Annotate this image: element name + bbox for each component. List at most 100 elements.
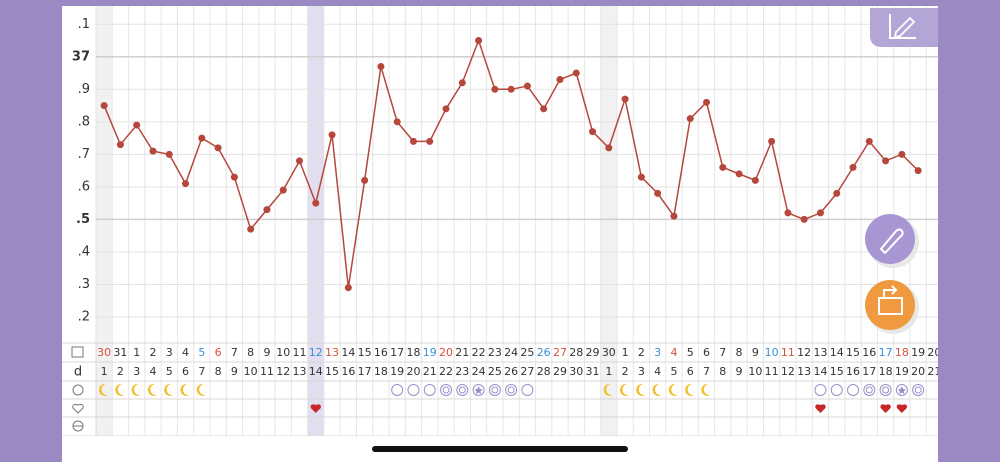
cycle-day-label: 21 bbox=[927, 365, 941, 378]
date-label: 20 bbox=[927, 346, 941, 359]
temperature-point bbox=[523, 82, 531, 90]
cycle-day-label: 13 bbox=[797, 365, 811, 378]
moon-icon bbox=[147, 383, 157, 396]
date-label: 16 bbox=[374, 346, 388, 359]
mucus-icon bbox=[897, 386, 906, 394]
cycle-day-label: 16 bbox=[341, 365, 355, 378]
date-label: 1 bbox=[133, 346, 140, 359]
date-label: 28 bbox=[569, 346, 583, 359]
y-tick-label: .5 bbox=[76, 212, 90, 227]
row-label: d bbox=[74, 365, 82, 380]
mucus-icon bbox=[440, 384, 453, 396]
temperature-point bbox=[800, 215, 808, 223]
cycle-day-label: 9 bbox=[231, 365, 238, 378]
mucus-icon bbox=[458, 386, 466, 394]
moon-icon bbox=[636, 383, 646, 396]
temperature-point bbox=[393, 118, 401, 126]
date-label: 18 bbox=[895, 346, 909, 359]
cycle-day-label: 9 bbox=[736, 365, 743, 378]
cycle-day-label: 14 bbox=[309, 365, 323, 378]
temperature-point bbox=[833, 189, 841, 197]
date-label: 16 bbox=[862, 346, 876, 359]
cycle-day-label: 30 bbox=[569, 365, 583, 378]
cycle-day-label: 11 bbox=[260, 365, 274, 378]
temperature-point bbox=[361, 176, 369, 184]
cycle-day-label: 19 bbox=[390, 365, 404, 378]
heart-icon bbox=[815, 404, 826, 413]
date-label: 19 bbox=[423, 346, 437, 359]
date-label: 7 bbox=[719, 346, 726, 359]
temperature-point bbox=[458, 79, 466, 87]
temperature-point bbox=[865, 137, 873, 145]
y-tick-label: .3 bbox=[78, 277, 90, 292]
cycle-day-label: 14 bbox=[813, 365, 827, 378]
mucus-icon bbox=[407, 384, 420, 396]
temperature-point bbox=[475, 37, 483, 45]
y-tick-label: 37 bbox=[72, 49, 90, 64]
heart-icon bbox=[310, 404, 321, 413]
cycle-day-label: 4 bbox=[149, 365, 156, 378]
temperature-point bbox=[377, 63, 385, 71]
date-label: 5 bbox=[687, 346, 694, 359]
temperature-point bbox=[247, 225, 255, 233]
date-label: 18 bbox=[406, 346, 420, 359]
target-icon bbox=[72, 384, 84, 396]
cycle-day-label: 6 bbox=[687, 365, 694, 378]
cycle-day-label: 26 bbox=[504, 365, 518, 378]
cycle-day-label: 3 bbox=[638, 365, 645, 378]
mucus-icon bbox=[521, 384, 534, 396]
right-sidebar bbox=[938, 0, 1000, 462]
temperature-point bbox=[328, 131, 336, 139]
cycle-day-label: 16 bbox=[846, 365, 860, 378]
cycle-day-label: 15 bbox=[830, 365, 844, 378]
temperature-point bbox=[703, 98, 710, 106]
date-label: 11 bbox=[293, 346, 307, 359]
temperature-point bbox=[572, 69, 580, 77]
temperature-point bbox=[816, 209, 824, 217]
date-label: 6 bbox=[215, 346, 222, 359]
date-label: 1 bbox=[622, 346, 629, 359]
mucus-icon bbox=[895, 384, 908, 396]
temperature-point bbox=[263, 206, 271, 214]
date-label: 10 bbox=[276, 346, 290, 359]
edit-button[interactable] bbox=[865, 214, 919, 268]
temperature-point bbox=[784, 209, 792, 217]
temperature-point bbox=[605, 144, 613, 152]
moon-icon bbox=[164, 383, 174, 396]
moon-icon bbox=[619, 383, 630, 396]
cycle-day-label: 5 bbox=[166, 365, 173, 378]
calendar-icon bbox=[71, 346, 84, 358]
mucus-icon bbox=[423, 384, 436, 396]
cycle-day-label: 10 bbox=[244, 365, 258, 378]
date-label: 13 bbox=[813, 346, 827, 359]
cycle-day-label: 17 bbox=[358, 365, 372, 378]
home-indicator bbox=[372, 446, 628, 452]
cycle-day-label: 25 bbox=[488, 365, 502, 378]
date-label: 24 bbox=[504, 346, 518, 359]
chart: .137.9.8.7.6.5.4.3.230131213243546576879… bbox=[62, 6, 941, 436]
cycle-day-label: 8 bbox=[215, 365, 222, 378]
cycle-day-label: 1 bbox=[101, 365, 108, 378]
share-button[interactable] bbox=[865, 280, 919, 334]
left-sidebar bbox=[0, 0, 62, 462]
date-label: 4 bbox=[670, 346, 677, 359]
mucus-icon bbox=[488, 384, 501, 396]
edit-chart-tab[interactable] bbox=[870, 8, 938, 47]
temperature-point bbox=[344, 284, 352, 292]
date-label: 3 bbox=[654, 346, 661, 359]
moon-icon bbox=[115, 383, 125, 396]
date-label: 21 bbox=[455, 346, 469, 359]
temperature-point bbox=[409, 137, 417, 145]
date-label: 2 bbox=[149, 346, 156, 359]
date-label: 30 bbox=[97, 346, 111, 359]
mucus-icon bbox=[391, 384, 404, 396]
date-label: 6 bbox=[703, 346, 710, 359]
temperature-point bbox=[165, 150, 173, 158]
temperature-point bbox=[507, 85, 515, 93]
date-label: 26 bbox=[537, 346, 551, 359]
moon-icon bbox=[603, 383, 613, 396]
moon-icon bbox=[652, 383, 662, 396]
cycle-day-label: 20 bbox=[406, 365, 420, 378]
temperature-point bbox=[914, 167, 922, 175]
cycle-day-label: 24 bbox=[472, 365, 486, 378]
